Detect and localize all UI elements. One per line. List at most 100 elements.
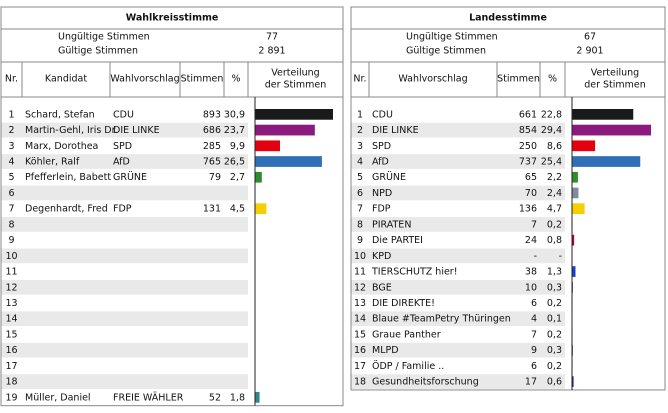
- row-bg: [1, 295, 248, 311]
- row-bg: [1, 154, 248, 169]
- cell: 22,8: [541, 109, 562, 120]
- cell: 0,3: [547, 345, 562, 356]
- cell: 11: [5, 267, 17, 278]
- cell: 5: [8, 172, 14, 183]
- cell: FREIE WÄHLER: [113, 392, 184, 403]
- cell: PIRATEN: [372, 219, 411, 230]
- cell: 3: [8, 141, 14, 152]
- cell: Blaue #TeamPetry Thüringen: [372, 314, 511, 325]
- cell: DIE LINKE: [372, 125, 419, 136]
- cell: 16: [5, 345, 17, 356]
- column-header: %: [548, 74, 557, 85]
- row-bg: [351, 138, 565, 154]
- cell: 2,7: [230, 172, 245, 183]
- cell: SPD: [372, 141, 391, 152]
- cell: SPD: [113, 141, 132, 152]
- cell: DIE DIREKTE!: [372, 298, 435, 309]
- row-bg: [1, 264, 248, 279]
- bar: [572, 234, 575, 246]
- cell: 285: [203, 141, 221, 152]
- cell: ÖDP / Familie ..: [372, 361, 444, 372]
- cell: 2: [8, 125, 14, 136]
- cell: 4: [357, 157, 363, 168]
- cell: 14: [5, 314, 17, 325]
- stat-value: 2 891: [258, 46, 285, 57]
- cell: CDU: [372, 109, 393, 120]
- row-bg: [1, 138, 248, 154]
- cell: 10: [5, 251, 17, 262]
- row-bg: [1, 342, 248, 358]
- cell: 3: [357, 141, 363, 152]
- cell: 7: [531, 329, 537, 340]
- cell: 52: [209, 392, 221, 403]
- cell: 4,5: [230, 204, 245, 215]
- row-bg: [1, 185, 248, 201]
- row-bg: [1, 122, 248, 138]
- cell: 0,6: [547, 377, 562, 388]
- panel-title: Wahlkreisstimme: [126, 13, 219, 24]
- cell: 12: [5, 282, 17, 293]
- column-header: der Stimmen: [584, 80, 646, 91]
- bar: [572, 266, 576, 277]
- cell: 9: [8, 235, 14, 246]
- cell: -: [534, 251, 537, 262]
- row-bg: [1, 279, 248, 295]
- cell: 131: [203, 204, 221, 215]
- cell: 12: [354, 282, 366, 293]
- cell: 0,3: [547, 282, 562, 293]
- cell: 30,9: [224, 109, 245, 120]
- column-header: Verteilung: [591, 68, 639, 79]
- cell: 1: [357, 109, 363, 120]
- cell: 17: [525, 377, 537, 388]
- bar: [572, 156, 641, 167]
- row-bg: [351, 122, 565, 138]
- cell: Pfefferlein, Babett: [25, 172, 111, 183]
- cell: 0,2: [547, 298, 562, 309]
- cell: 5: [357, 172, 363, 183]
- cell: Graue Panther: [372, 329, 441, 340]
- stat-label: Gültige Stimmen: [58, 46, 138, 57]
- cell: Marx, Dorothea: [25, 141, 98, 152]
- cell: Köhler, Ralf: [25, 157, 80, 168]
- row-bg: [1, 311, 248, 327]
- cell: 79: [209, 172, 221, 183]
- cell: CDU: [113, 109, 134, 120]
- cell: 4: [8, 157, 14, 168]
- cell: 14: [354, 314, 366, 325]
- cell: 70: [525, 188, 537, 199]
- cell: 661: [519, 109, 537, 120]
- cell: 13: [5, 298, 17, 309]
- cell: BGE: [372, 282, 392, 293]
- column-header: Stimmen: [181, 74, 224, 85]
- row-bg: [351, 248, 565, 264]
- row-bg: [351, 342, 565, 358]
- cell: 25,4: [541, 157, 562, 168]
- cell: 893: [203, 109, 221, 120]
- cell: 17: [5, 361, 17, 372]
- cell: 29,4: [541, 125, 562, 136]
- column-header: Wahlvorschlag: [110, 74, 179, 85]
- cell: 6: [357, 188, 363, 199]
- cell: 2: [357, 125, 363, 136]
- cell: Schard, Stefan: [25, 109, 95, 120]
- cell: 7: [8, 204, 14, 215]
- row-bg: [1, 107, 248, 122]
- column-header: Wahlvorschlag: [398, 74, 467, 85]
- cell: TIERSCHUTZ hier!: [371, 267, 458, 278]
- stat-value: 67: [584, 32, 596, 43]
- cell: 1: [8, 109, 14, 120]
- row-bg: [1, 217, 248, 232]
- bar: [255, 156, 322, 167]
- row-bg: [351, 279, 565, 295]
- row-bg: [351, 154, 565, 169]
- cell: 18: [354, 377, 366, 388]
- cell: 1,8: [230, 392, 245, 403]
- cell: FDP: [372, 204, 391, 215]
- cell: 7: [531, 219, 537, 230]
- bar: [255, 140, 280, 152]
- cell: 0,2: [547, 361, 562, 372]
- cell: 1,3: [547, 267, 562, 278]
- bar: [572, 140, 596, 152]
- cell: 24: [525, 235, 537, 246]
- cell: 4: [531, 314, 537, 325]
